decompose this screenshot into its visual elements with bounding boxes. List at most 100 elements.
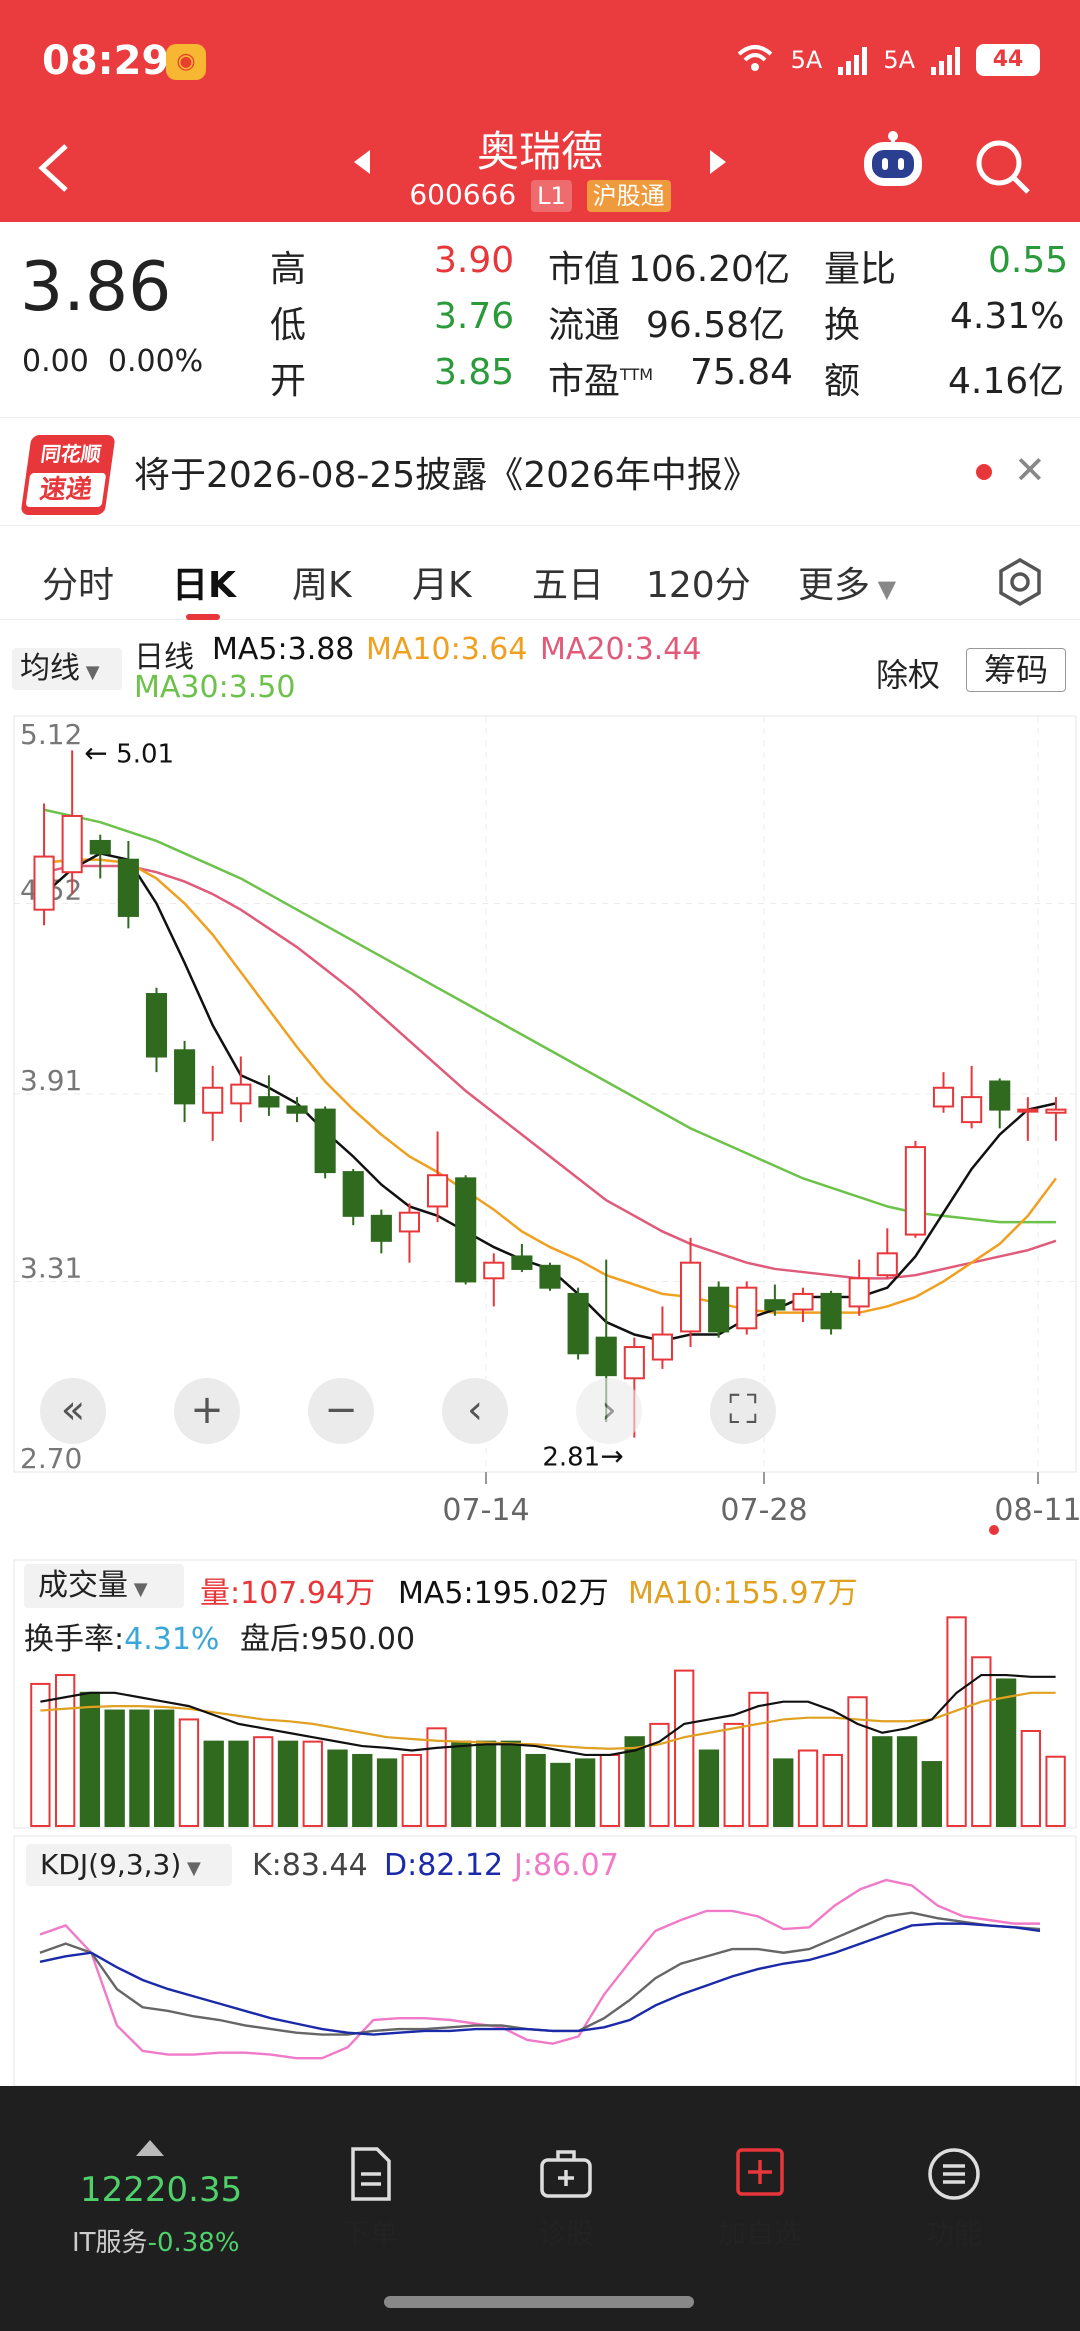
- volume-legend: 量:107.94万: [200, 1576, 376, 1611]
- kline-candle: [989, 1080, 1011, 1111]
- kdj-selector[interactable]: KDJ(9,3,3) ▼: [26, 1844, 232, 1886]
- prev-stock-button[interactable]: [352, 148, 372, 180]
- kline-candle: [1017, 1108, 1039, 1113]
- settings-hex-icon[interactable]: [994, 556, 1046, 612]
- quote-panel: [0, 222, 1080, 418]
- fullscreen-button[interactable]: ⛶: [710, 1378, 776, 1444]
- volume-bar: [872, 1736, 893, 1827]
- volume-bar: [674, 1669, 695, 1827]
- kline-candle: [483, 1261, 505, 1280]
- logo-top-text: 同花顺: [39, 442, 103, 466]
- volume-ratio-label: 量比: [824, 249, 897, 290]
- volume-bar: [599, 1753, 621, 1827]
- min-arrow: →: [600, 1440, 623, 1473]
- tab-monthly-k[interactable]: 月K: [412, 565, 472, 606]
- kline-candle: [258, 1096, 280, 1108]
- kdj-k-legend: K:83.44: [252, 1848, 368, 1883]
- volume-bar: [277, 1740, 299, 1828]
- caret-down-icon: ▼: [128, 1579, 148, 1600]
- turnover-rate-value: 4.31%: [124, 1622, 220, 1657]
- kline-candle: [342, 1171, 364, 1217]
- battery-icon: 44: [976, 44, 1040, 76]
- turnover-rate-legend: 换手率:4.31%: [24, 1622, 220, 1657]
- x-tick-label: 07-28: [720, 1493, 807, 1528]
- kline-candle: [61, 814, 83, 874]
- kdj-j-legend: J:86.07: [514, 1848, 619, 1883]
- kline-candle: [370, 1214, 392, 1242]
- volume-bar: [649, 1722, 670, 1828]
- notice-bar[interactable]: [0, 428, 1080, 526]
- functions-button[interactable]: 功能: [884, 2146, 1024, 2252]
- add-favorite-label: 加自选: [717, 2217, 802, 2250]
- change-value: 0.00: [22, 344, 89, 379]
- tab-five-day[interactable]: 五日: [532, 565, 605, 606]
- search-icon[interactable]: [972, 136, 1032, 200]
- kline-candle: [764, 1299, 786, 1311]
- kline-candle: [820, 1292, 842, 1330]
- kline-candle: [848, 1277, 870, 1308]
- kline-candle: [398, 1211, 421, 1233]
- volume-bar: [178, 1718, 200, 1827]
- zoom-out-all-button[interactable]: «: [40, 1378, 106, 1444]
- amount-value: 4.16亿: [948, 361, 1065, 402]
- caret-down-icon: ▼: [80, 662, 100, 683]
- pe-ttm-sup: TTM: [620, 365, 654, 384]
- add-favorite-button[interactable]: 加自选: [690, 2146, 830, 2252]
- volume-bar: [1020, 1729, 1042, 1828]
- order-button[interactable]: 下单: [300, 2146, 440, 2252]
- max-annotation: 5.01: [116, 739, 174, 769]
- volume-ma10-line: [40, 1691, 1056, 1750]
- volume-ma5-legend: MA5:195.02万: [398, 1576, 609, 1611]
- next-stock-button[interactable]: [708, 148, 728, 180]
- volume-bar: [451, 1740, 472, 1828]
- zoom-in-button[interactable]: +: [174, 1378, 240, 1444]
- close-icon[interactable]: ✕: [1014, 448, 1046, 492]
- volume-bar: [475, 1740, 497, 1828]
- notice-text[interactable]: 将于2026-08-25披露《2026年中报》: [134, 455, 759, 496]
- ex-rights-button[interactable]: 除权: [876, 656, 941, 694]
- tab-120min[interactable]: 120分: [646, 565, 751, 606]
- volume-bar: [253, 1736, 274, 1827]
- tab-weekly-k[interactable]: 周K: [292, 565, 352, 606]
- stock-name: 奥瑞德: [476, 127, 603, 176]
- sector-index-name[interactable]: IT服务-0.38%: [72, 2228, 240, 2258]
- volume-bar: [302, 1740, 323, 1828]
- max-arrow: ←: [84, 736, 107, 769]
- kline-candle: [539, 1264, 561, 1289]
- volume-ratio-value: 0.55: [988, 240, 1069, 281]
- price-change: 0.00 0.00%: [22, 344, 203, 379]
- diagnose-button[interactable]: 诊股: [496, 2146, 636, 2252]
- chips-button[interactable]: 筹码: [966, 648, 1066, 692]
- logo-bottom-text: 速递: [25, 473, 107, 507]
- volume-bar: [228, 1740, 249, 1828]
- volume-selector[interactable]: 成交量 ▼: [24, 1564, 184, 1608]
- kline-candle: [145, 993, 168, 1058]
- scroll-left-button[interactable]: ‹: [442, 1378, 508, 1444]
- ma20-legend: MA20:3.44: [540, 632, 702, 667]
- volume-bar: [327, 1749, 348, 1828]
- indicator-selector[interactable]: 均线 ▼: [12, 648, 122, 690]
- expand-up-icon[interactable]: [136, 2140, 164, 2156]
- pe-label: 市盈TTM: [548, 361, 654, 402]
- add-favorite-icon: [736, 2148, 784, 2196]
- scroll-right-button[interactable]: ›: [576, 1378, 642, 1444]
- tab-daily-k[interactable]: 日K: [172, 565, 236, 606]
- stock-subtitle: 600666 L1 沪股通: [0, 178, 1080, 212]
- wifi-icon: [735, 42, 775, 78]
- volume-bar: [154, 1709, 175, 1828]
- order-label: 下单: [341, 2217, 398, 2250]
- sector-index-value[interactable]: 12220.35: [80, 2170, 243, 2210]
- volume-bar: [624, 1736, 645, 1827]
- kline-candle: [33, 855, 55, 911]
- tab-intraday[interactable]: 分时: [42, 565, 115, 606]
- back-button[interactable]: [36, 142, 72, 198]
- zoom-minus-button[interactable]: −: [308, 1378, 374, 1444]
- caret-down-icon: ▼: [870, 575, 897, 603]
- volume-ma5-line: [40, 1673, 1056, 1757]
- volume-bar: [376, 1758, 398, 1828]
- kline-candle: [117, 858, 139, 917]
- tab-more[interactable]: 更多 ▼: [798, 556, 896, 608]
- kline-frame: [13, 715, 1077, 1473]
- assistant-robot-icon[interactable]: [858, 128, 928, 198]
- volume-bar: [921, 1761, 942, 1827]
